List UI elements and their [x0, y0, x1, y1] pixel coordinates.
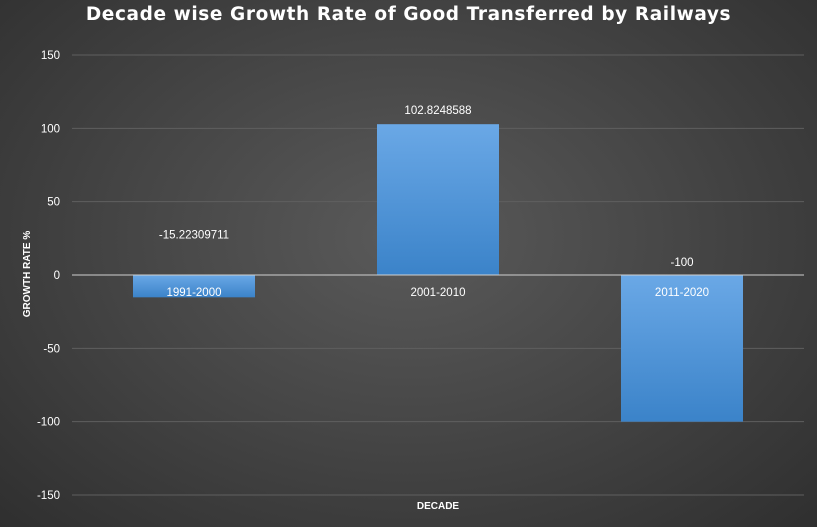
y-tick-label: 100 — [41, 123, 60, 135]
x-category-label: 1991-2000 — [167, 287, 222, 299]
y-tick-label: -100 — [37, 417, 60, 429]
y-axis-ticks: 150 100 50 0 -50 -100 -150 — [37, 50, 60, 502]
x-axis-categories: 1991-2000 2001-2010 2011-2020 — [167, 287, 710, 299]
y-tick-label: 50 — [47, 197, 60, 209]
y-tick-label: -50 — [43, 343, 60, 355]
y-axis-title: GROWTH RATE % — [22, 231, 33, 318]
y-tick-label: 150 — [41, 50, 60, 62]
bar — [133, 275, 255, 298]
data-label: 102.8248588 — [404, 105, 471, 117]
data-label: -15.22309711 — [159, 230, 229, 242]
x-axis-title: DECADE — [417, 501, 460, 512]
bar — [377, 124, 499, 275]
x-category-label: 2011-2020 — [655, 287, 709, 299]
data-label: -100 — [670, 257, 693, 269]
y-tick-label: 0 — [54, 270, 60, 282]
y-tick-label: -150 — [37, 490, 60, 502]
data-labels: -15.22309711 102.8248588 -100 — [159, 105, 694, 269]
chart-title: Decade wise Growth Rate of Good Transfer… — [85, 4, 732, 25]
bars — [133, 124, 743, 422]
bar — [621, 275, 743, 422]
x-category-label: 2001-2010 — [411, 287, 466, 299]
